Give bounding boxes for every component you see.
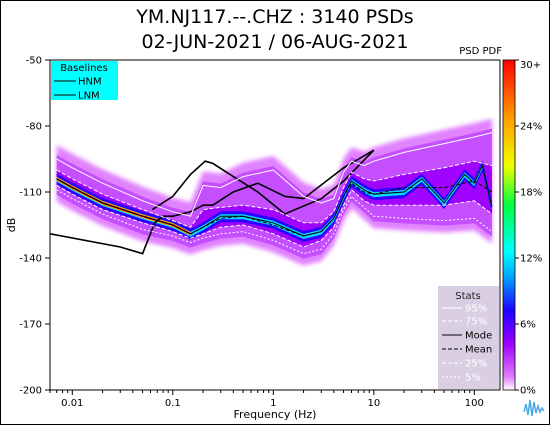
colorbar-tick-label: 30+	[520, 60, 541, 71]
chart-title: YM.NJ117.--.CHZ : 3140 PSDs	[136, 6, 414, 28]
density-band-5	[56, 163, 492, 239]
colorbar-tick-label: 12%	[520, 254, 542, 265]
legend-p75-label: 75%	[465, 317, 487, 328]
series-line-25pct	[56, 184, 493, 248]
series-line-75pct	[56, 160, 493, 228]
colorbar-tick-label: 6%	[520, 320, 536, 331]
x-tick-label: 0.1	[165, 398, 181, 409]
axes: 0.01 0.1 1 10 100 -50 -80 -110 -140 -170 -200	[19, 56, 484, 410]
colorbar	[502, 59, 516, 391]
y-tick-label: -140	[19, 254, 42, 265]
baselines-legend-title: Baselines	[60, 63, 108, 74]
series-line-mean	[56, 178, 493, 237]
series-line-hnm	[151, 149, 375, 215]
colorbar-ticks: 0% 6% 12% 18% 24% 30+	[515, 59, 542, 397]
colorbar-tick-label: 0%	[520, 386, 536, 397]
colorbar-title: PSD PDF	[459, 46, 502, 57]
x-tick-label: 0.01	[61, 398, 83, 409]
y-tick-label: -50	[26, 56, 42, 67]
series-line-95pct	[56, 132, 493, 217]
y-axis-label: dB	[5, 218, 18, 233]
series-line-5pct	[56, 189, 493, 255]
x-axis-label: Frequency (Hz)	[234, 408, 317, 421]
stats-legend: Stats 95% 75% Mode Mean 25% 5%	[438, 286, 499, 389]
legend-hnm-label: HNM	[78, 77, 102, 88]
legend-lnm-label: LNM	[78, 91, 100, 102]
legend-p25-label: 25%	[465, 359, 487, 370]
legend-mean-label: Mean	[465, 345, 492, 356]
y-tick-label: -110	[19, 188, 42, 199]
x-tick-label: 100	[465, 398, 484, 409]
series-line-lnm	[50, 149, 375, 255]
colorbar-tick-label: 18%	[520, 188, 542, 199]
y-tick-label: -170	[19, 320, 42, 331]
x-tick-label: 1	[270, 398, 276, 409]
legend-p95-label: 95%	[465, 304, 487, 315]
stats-legend-title: Stats	[455, 291, 481, 302]
legend-p5-label: 5%	[465, 373, 481, 384]
baselines-legend: Baselines HNM LNM	[51, 61, 118, 102]
x-tick-label: 10	[367, 398, 380, 409]
colorbar-tick-label: 24%	[520, 122, 542, 133]
logo-icon	[523, 399, 545, 417]
y-tick-label: -200	[19, 386, 42, 397]
plot-border	[49, 59, 501, 391]
series-layer	[50, 132, 493, 255]
y-tick-label: -80	[26, 122, 42, 133]
legend-mode-label: Mode	[465, 331, 492, 342]
chart-subtitle: 02-JUN-2021 / 06-AUG-2021	[141, 31, 409, 53]
